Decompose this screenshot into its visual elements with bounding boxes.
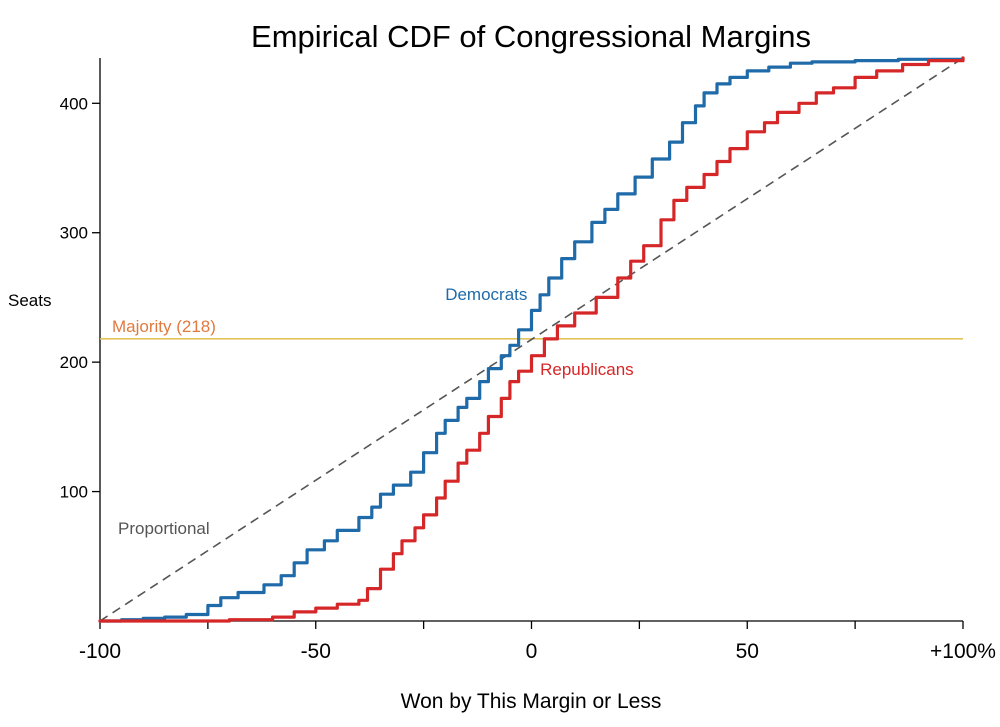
y-axis-label: Seats [8,291,51,310]
proportional-label: Proportional [118,519,210,538]
y-tick-label: 300 [60,224,88,243]
x-tick-label: 50 [736,640,759,663]
series-label-democrats: Democrats [445,285,527,304]
series-line-democrats [98,56,965,623]
x-tick-label: -50 [301,640,331,663]
proportional-line [99,57,964,622]
series-lines [98,56,965,623]
y-tick-label: 100 [60,483,88,502]
reference-lines [99,57,964,622]
x-ticks: -100 -50 0 50 +100% [79,621,996,663]
y-tick-label: 400 [60,94,88,113]
x-tick-label: 0 [526,640,538,663]
annotations: Majority (218) Proportional Democrats Repub… [112,285,634,538]
x-tick-label: +100% [930,640,996,663]
y-tick-label: 200 [60,353,88,372]
x-axis-label: Won by This Margin or Less [401,690,662,713]
chart-title: Empirical CDF of Congressional Margins [251,19,811,54]
y-ticks: 100 200 300 400 [60,94,100,502]
majority-label: Majority (218) [112,317,216,336]
series-label-republicans: Republicans [540,360,634,379]
x-tick-label: -100 [79,640,121,663]
series-line-republicans [98,56,965,623]
